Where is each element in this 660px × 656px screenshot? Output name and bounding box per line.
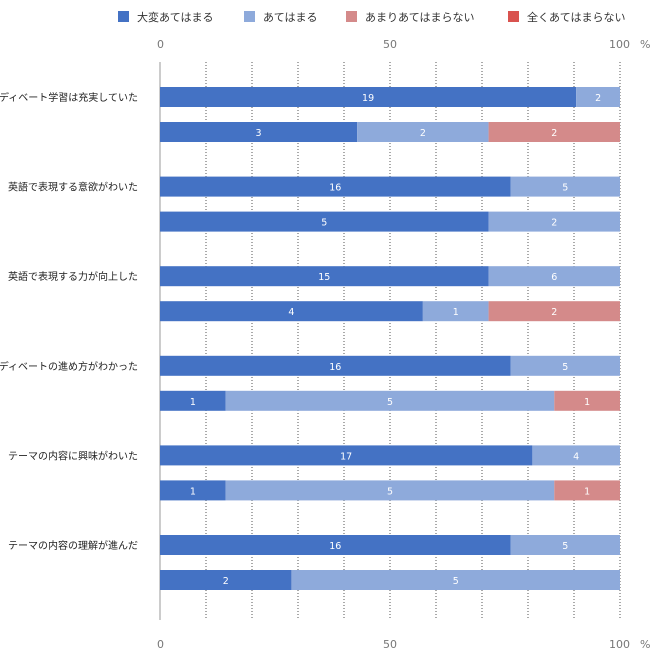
bar-value-label: 5: [562, 541, 568, 552]
x-tick-label: 100: [609, 638, 630, 651]
bar-value-label: 3: [256, 128, 262, 139]
bar-value-label: 2: [551, 128, 557, 139]
bar-value-label: 1: [584, 486, 590, 497]
legend-swatch: [508, 11, 519, 22]
bar-segment: [576, 87, 620, 107]
bar-value-label: 15: [318, 272, 330, 283]
bar-segment: [225, 480, 555, 501]
bar-value-label: 1: [453, 307, 459, 318]
bar-segment: [422, 301, 489, 322]
bar-segment: [554, 390, 620, 411]
bar-value-label: 2: [551, 218, 557, 229]
bar-segment: [225, 390, 555, 411]
bar-value-label: 2: [595, 93, 601, 104]
bar-value-label: 2: [420, 128, 426, 139]
bar-value-label: 16: [329, 541, 341, 552]
bar-value-label: 5: [562, 183, 568, 194]
bar-value-label: 1: [584, 397, 590, 408]
bar-segment: [510, 176, 620, 197]
x-tick-label: 50: [383, 38, 397, 51]
bar-segment: [160, 570, 292, 590]
category-label: ディベートの進め方がわかった: [0, 360, 138, 373]
bar-value-label: 17: [340, 451, 352, 462]
bar-segment: [160, 445, 533, 466]
bar-segment: [554, 480, 620, 501]
bar-segment: [160, 211, 489, 232]
bar-segment: [160, 480, 226, 501]
bar-value-label: 16: [329, 183, 341, 194]
x-tick-label: 0: [157, 38, 164, 51]
bar-value-label: 2: [223, 576, 229, 587]
category-label: テーマの内容に興味がわいた: [8, 449, 138, 462]
bar-segment: [160, 535, 511, 555]
category-label: 英語で表現する意欲がわいた: [8, 181, 138, 194]
bar-value-label: 2: [551, 307, 557, 318]
bar-segment: [160, 355, 511, 376]
bar-segment: [488, 211, 620, 232]
category-label: テーマの内容の理解が進んだ: [8, 539, 138, 552]
bar-segment: [291, 570, 620, 590]
bar-segment: [488, 122, 620, 142]
legend-label: あてはまる: [263, 11, 318, 24]
bar-segment: [532, 445, 620, 466]
bar-segment: [160, 87, 577, 107]
bar-value-label: 5: [453, 576, 459, 587]
bar-value-label: 6: [551, 272, 557, 283]
bar-value-label: 5: [387, 397, 393, 408]
bar-segment: [160, 122, 358, 142]
legend-swatch: [244, 11, 255, 22]
legend-label: 大変あてはまる: [137, 10, 214, 24]
bar-value-label: 1: [190, 486, 196, 497]
bar-segment: [510, 535, 620, 555]
bar-value-label: 4: [288, 307, 294, 318]
bar-segment: [510, 355, 620, 376]
bar-segment: [160, 266, 489, 287]
x-tick-label: 0: [157, 638, 164, 651]
category-label: ディベート学習は充実していた: [0, 91, 138, 104]
bar-segment: [160, 301, 423, 322]
bar-segment: [160, 390, 226, 411]
bar-segment: [488, 266, 620, 287]
bar-value-label: 19: [362, 93, 374, 104]
bar-value-label: 5: [321, 218, 327, 229]
legend-label: 全くあてはまらない: [527, 10, 626, 24]
category-label: 英語で表現する力が向上した: [8, 270, 138, 283]
legend-swatch: [118, 11, 129, 22]
legend-label: あまりあてはまらない: [365, 11, 475, 24]
bar-value-label: 16: [329, 362, 341, 373]
bar-value-label: 1: [190, 397, 196, 408]
x-tick-label: 50: [383, 638, 397, 651]
x-tick-label: 100: [609, 38, 630, 51]
bar-segment: [357, 122, 489, 142]
bar-value-label: 5: [387, 486, 393, 497]
x-unit-label: %: [640, 38, 650, 51]
x-unit-label: %: [640, 638, 650, 651]
bar-value-label: 4: [573, 451, 579, 462]
bar-segment: [160, 176, 511, 197]
bar-value-label: 5: [562, 362, 568, 373]
bar-segment: [488, 301, 620, 322]
legend-swatch: [346, 11, 357, 22]
